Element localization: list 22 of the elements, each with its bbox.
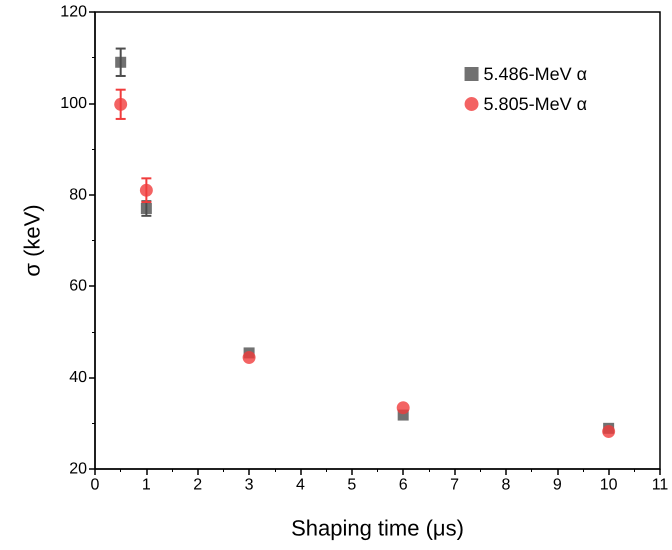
x-tick-label: 4 xyxy=(296,476,305,494)
x-tick-label: 9 xyxy=(552,476,562,494)
x-tick-label: 3 xyxy=(244,476,254,494)
x-tick-label: 5 xyxy=(347,476,356,494)
legend-label: 5.486-MeV α xyxy=(484,64,588,84)
y-tick-label: 40 xyxy=(69,369,88,386)
y-axis-title: σ (keV) xyxy=(20,204,44,277)
x-tick-label: 10 xyxy=(600,476,618,494)
x-tick-label: 0 xyxy=(90,476,100,494)
legend-label: 5.805-MeV α xyxy=(484,94,588,114)
y-tick-label: 20 xyxy=(69,460,88,478)
x-tick-label: 1 xyxy=(142,476,151,494)
x-tick-label: 6 xyxy=(398,476,408,494)
x-axis-title: Shaping time (μs) xyxy=(291,516,464,540)
x-tick-label: 8 xyxy=(501,476,510,494)
x-tick-label: 7 xyxy=(450,476,460,494)
x-tick-label: 2 xyxy=(193,476,202,494)
y-tick-label: 120 xyxy=(60,4,88,20)
y-tick-label: 80 xyxy=(69,186,88,204)
y-tick-label: 100 xyxy=(60,94,88,112)
y-tick-label: 60 xyxy=(69,278,88,295)
x-tick-label: 11 xyxy=(652,476,668,494)
